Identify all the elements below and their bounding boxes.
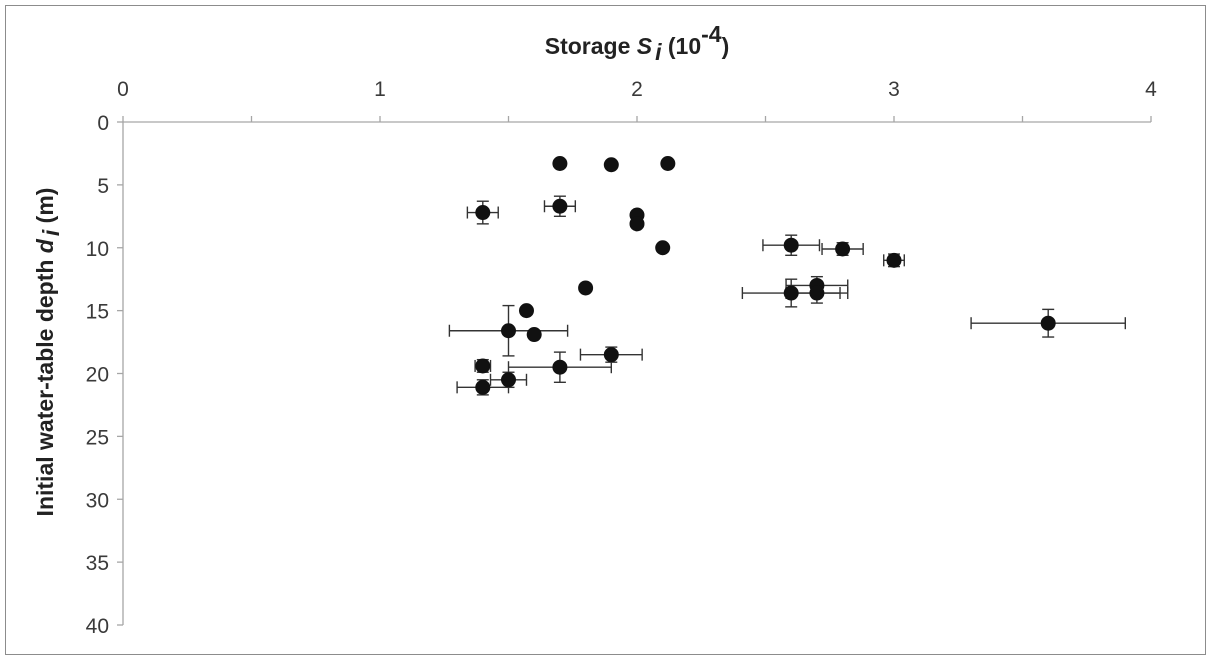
data-point <box>655 240 671 256</box>
data-point <box>1040 315 1056 331</box>
data-point <box>809 285 825 301</box>
data-point <box>518 303 534 319</box>
y-tick-label: 40 <box>86 615 109 638</box>
data-points <box>475 155 1056 395</box>
data-point <box>475 205 491 221</box>
y-axis-title-symbol: d <box>32 238 58 253</box>
y-tick-label: 10 <box>86 238 109 261</box>
data-point <box>603 347 619 363</box>
y-axis-title-unit: (m) <box>32 188 58 230</box>
data-point <box>501 323 516 339</box>
chart-frame <box>5 5 1206 655</box>
data-point <box>475 358 491 374</box>
data-point <box>629 216 645 232</box>
y-tick-label: 35 <box>86 552 109 575</box>
x-axis-title-symbol: S <box>637 33 653 59</box>
data-point <box>783 285 799 301</box>
x-axis-title-unit-open: (10 <box>662 33 702 59</box>
data-point <box>783 237 799 253</box>
x-tick-label: 4 <box>1145 78 1157 101</box>
y-axis-title-text: Initial water-table depth <box>32 253 58 516</box>
data-point <box>475 379 491 395</box>
x-tick-label: 1 <box>374 78 386 101</box>
y-tick-label: 15 <box>86 301 109 324</box>
data-point <box>660 155 676 171</box>
x-axis-title-subscript: i <box>655 39 662 65</box>
y-axis-title-subscript: i <box>38 229 64 236</box>
y-tick-label: 30 <box>86 489 109 512</box>
y-axis-title: Initial water-table depth di (m) <box>32 188 64 517</box>
data-point <box>603 157 619 173</box>
x-tick-label: 3 <box>888 78 900 101</box>
y-tick-label: 5 <box>97 175 109 198</box>
x-tick-label: 2 <box>631 78 643 101</box>
x-axis-title-text: Storage <box>545 33 637 59</box>
x-axis-title-exponent: -4 <box>701 21 722 47</box>
data-point <box>552 198 568 214</box>
data-point <box>526 327 542 343</box>
y-tick-label: 25 <box>86 426 109 449</box>
y-tick-label: 0 <box>97 112 109 135</box>
y-tick-label: 20 <box>86 364 109 387</box>
data-point <box>552 359 568 375</box>
data-point <box>886 252 902 268</box>
data-point <box>501 372 516 388</box>
data-point <box>578 280 594 296</box>
x-axis-title-unit-close: ) <box>722 33 730 59</box>
data-point <box>835 241 851 257</box>
data-point <box>552 155 568 171</box>
x-tick-label: 0 <box>117 78 129 101</box>
